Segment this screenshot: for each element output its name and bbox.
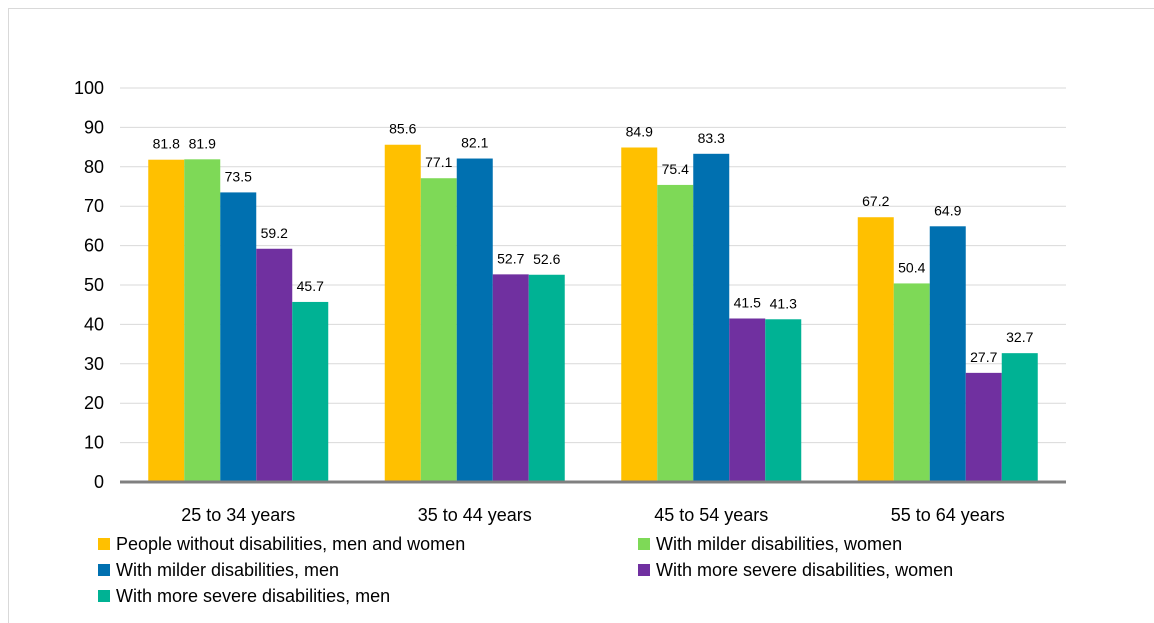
bar: [893, 283, 930, 482]
y-tick-label: 30: [84, 354, 104, 374]
data-label: 32.7: [1006, 329, 1033, 345]
legend-item: With milder disabilities, men: [98, 558, 638, 582]
legend-label: With more severe disabilities, women: [656, 559, 954, 580]
bar: [929, 226, 966, 482]
x-tick-label: 55 to 64 years: [891, 505, 1005, 525]
legend-label: People without disabilities, men and wom…: [116, 533, 466, 554]
legend-item: People without disabilities, men and wom…: [98, 532, 638, 556]
data-label: 82.1: [461, 135, 488, 151]
y-tick-label: 70: [84, 196, 104, 216]
y-tick-label: 90: [84, 117, 104, 137]
legend-label: With more severe disabilities, men: [116, 585, 391, 606]
bar: [729, 318, 766, 482]
bar: [1001, 353, 1038, 482]
legend-label: With milder disabilities, women: [656, 533, 903, 554]
bars: [148, 144, 1038, 482]
y-tick-label: 10: [84, 433, 104, 453]
data-label: 85.6: [389, 121, 416, 137]
x-axis: 25 to 34 years 35 to 44 years 45 to 54 yea…: [120, 480, 1066, 525]
bar: [292, 301, 329, 482]
bar: [220, 192, 257, 482]
data-label: 77.1: [425, 154, 452, 170]
data-label: 41.3: [770, 295, 797, 311]
y-tick-label: 40: [84, 314, 104, 334]
x-tick-label: 45 to 54 years: [654, 505, 768, 525]
data-label: 27.7: [970, 349, 997, 365]
legend-label: With milder disabilities, men: [116, 559, 340, 580]
bar-chart: 0 10 20 30 40 50 60 70 80 90 100 81.8 81.9 73.5 59.2 4…: [74, 78, 1066, 525]
data-label: 52.7: [497, 250, 524, 266]
data-label: 64.9: [934, 202, 961, 218]
data-label: 45.7: [297, 278, 324, 294]
legend-item: With milder disabilities, women: [638, 532, 1058, 556]
data-label: 73.5: [225, 168, 252, 184]
bar: [657, 184, 694, 482]
x-tick-label: 25 to 34 years: [181, 505, 295, 525]
legend-item: With more severe disabilities, men: [98, 584, 638, 608]
chart-frame: [8, 8, 1154, 623]
legend-swatch: [98, 538, 110, 550]
y-tick-label: 0: [94, 472, 104, 492]
legend-swatch: [638, 538, 650, 550]
y-tick-label: 20: [84, 393, 104, 413]
bar: [148, 159, 185, 482]
data-label: 52.6: [533, 251, 560, 267]
bar: [621, 147, 658, 482]
data-label: 50.4: [898, 259, 925, 275]
legend-item: With more severe disabilities, women: [638, 558, 1058, 582]
bar: [965, 372, 1002, 482]
bar: [492, 274, 529, 482]
data-label: 83.3: [698, 130, 725, 146]
bar: [693, 153, 730, 482]
x-tick-label: 35 to 44 years: [418, 505, 532, 525]
data-label: 84.9: [626, 123, 653, 139]
legend-swatch: [98, 564, 110, 576]
bar: [528, 274, 565, 482]
bar: [765, 319, 802, 482]
y-tick-label: 60: [84, 236, 104, 256]
data-label: 81.8: [153, 136, 180, 152]
data-label: 81.9: [189, 135, 216, 151]
y-axis: 0 10 20 30 40 50 60 70 80 90 100: [74, 78, 104, 492]
data-label: 67.2: [862, 193, 889, 209]
y-tick-label: 80: [84, 157, 104, 177]
legend-swatch: [98, 590, 110, 602]
legend-swatch: [638, 564, 650, 576]
legend: People without disabilities, men and wom…: [98, 532, 1058, 608]
bar: [384, 144, 421, 482]
bar: [256, 248, 293, 482]
y-tick-label: 100: [74, 78, 104, 98]
bar: [420, 178, 457, 482]
y-tick-label: 50: [84, 275, 104, 295]
data-label: 41.5: [734, 294, 761, 310]
data-labels: 81.8 81.9 73.5 59.2 45.7 85.6 77.1 82.1 52.7 52.6…: [153, 121, 1034, 365]
bar: [456, 158, 493, 482]
data-label: 75.4: [662, 161, 689, 177]
data-label: 59.2: [261, 225, 288, 241]
bar: [857, 217, 894, 482]
bar: [184, 159, 221, 482]
